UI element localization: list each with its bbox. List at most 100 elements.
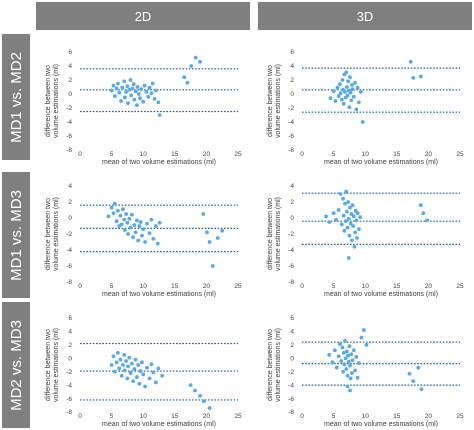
y-axis-label: volume estimations (ml) — [275, 64, 282, 138]
y-tick-label: -2 — [288, 105, 294, 112]
data-point — [348, 363, 352, 368]
data-point — [121, 363, 125, 367]
row-header-md1-md2: MD1 vs. MD2 — [2, 34, 30, 160]
y-axis-label: difference between two — [267, 198, 274, 270]
data-point — [345, 225, 350, 230]
data-point — [153, 380, 158, 385]
x-tick-label: 25 — [234, 283, 242, 290]
row-header-label: MD1 vs. MD2 — [7, 51, 25, 143]
x-tick-label: 20 — [425, 151, 433, 158]
data-point — [127, 87, 132, 92]
x-tick-label: 10 — [140, 151, 148, 158]
data-point — [122, 368, 127, 373]
data-point — [356, 227, 361, 232]
data-point — [345, 373, 350, 378]
data-point — [134, 375, 139, 379]
y-axis-label: difference between two — [267, 329, 274, 401]
y-tick-label: -4 — [288, 382, 294, 389]
data-point — [352, 244, 357, 249]
data-point — [342, 228, 347, 233]
data-point — [351, 214, 356, 219]
data-point — [138, 96, 142, 101]
row-header-md2-md3: MD2 vs. MD3 — [2, 302, 30, 428]
y-tick-label: -8 — [288, 409, 294, 416]
data-point — [201, 212, 206, 216]
data-point — [328, 96, 333, 101]
y-tick-label: -8 — [288, 147, 294, 154]
data-point — [117, 366, 122, 371]
y-tick-label: -2 — [66, 105, 72, 112]
data-point — [124, 90, 129, 94]
data-point — [112, 201, 117, 206]
data-point — [350, 371, 354, 375]
y-tick-label: 4 — [290, 329, 294, 336]
data-point — [341, 351, 346, 355]
data-point — [346, 216, 351, 221]
y-axis-label: volume estimations (ml) — [53, 328, 60, 402]
x-tick-label: 25 — [456, 283, 464, 290]
data-point — [411, 76, 416, 80]
x-tick-label: 20 — [203, 283, 211, 290]
y-tick-label: 4 — [68, 183, 72, 190]
data-point — [126, 101, 130, 105]
y-tick-label: 2 — [290, 77, 294, 84]
data-point — [128, 78, 133, 82]
column-header-2d: 2D — [36, 2, 250, 30]
data-point — [349, 212, 354, 216]
row-header-label: MD1 vs. MD3 — [7, 189, 25, 281]
data-point — [348, 75, 352, 80]
y-tick-label: 0 — [68, 91, 72, 98]
data-point — [341, 101, 346, 106]
y-tick-label: -8 — [66, 409, 72, 416]
column-header-3d: 3D — [258, 2, 472, 30]
y-axis-label: difference between two — [45, 329, 52, 401]
data-point — [419, 387, 424, 392]
data-point — [354, 218, 359, 223]
data-point — [350, 238, 354, 243]
data-point — [343, 90, 347, 94]
data-point — [121, 207, 125, 212]
data-point — [348, 205, 352, 210]
y-tick-label: -4 — [66, 247, 72, 254]
data-point — [335, 85, 340, 90]
data-point — [334, 365, 339, 370]
data-point — [418, 203, 423, 208]
data-point — [356, 100, 361, 105]
y-tick-label: -8 — [288, 279, 294, 286]
y-tick-label: -2 — [288, 231, 294, 238]
data-point — [124, 359, 129, 363]
data-point — [132, 97, 137, 102]
data-point — [122, 79, 127, 84]
y-axis-label: difference between two — [267, 65, 274, 137]
y-tick-label: -8 — [66, 279, 72, 286]
data-point — [353, 368, 357, 373]
data-point — [338, 342, 342, 347]
data-point — [351, 224, 356, 228]
data-point — [129, 93, 134, 98]
x-tick-label: 5 — [110, 151, 114, 158]
data-point — [348, 388, 352, 393]
data-point — [358, 215, 363, 220]
data-point — [145, 221, 149, 226]
data-point — [120, 85, 125, 90]
data-point — [346, 256, 351, 260]
data-point — [133, 230, 138, 235]
data-point — [116, 208, 120, 213]
y-tick-label: -6 — [288, 396, 294, 403]
data-point — [116, 81, 120, 86]
data-point — [124, 212, 129, 216]
data-point — [136, 92, 141, 96]
data-point — [129, 361, 134, 366]
data-point — [136, 363, 141, 367]
data-point — [153, 88, 158, 93]
data-point — [131, 379, 135, 384]
data-point — [198, 393, 202, 398]
y-tick-label: 0 — [290, 91, 294, 98]
data-point — [341, 369, 345, 374]
data-point — [348, 221, 353, 226]
data-point — [185, 80, 190, 85]
chart-md2-md3-3d: -8 -6 -4 -2 0 2 4 6 0 5 10 15 20 25 mean of two volume… — [267, 315, 464, 428]
y-tick-label: 4 — [68, 329, 72, 336]
data-point — [362, 328, 366, 332]
y-tick-label: -2 — [66, 369, 72, 376]
